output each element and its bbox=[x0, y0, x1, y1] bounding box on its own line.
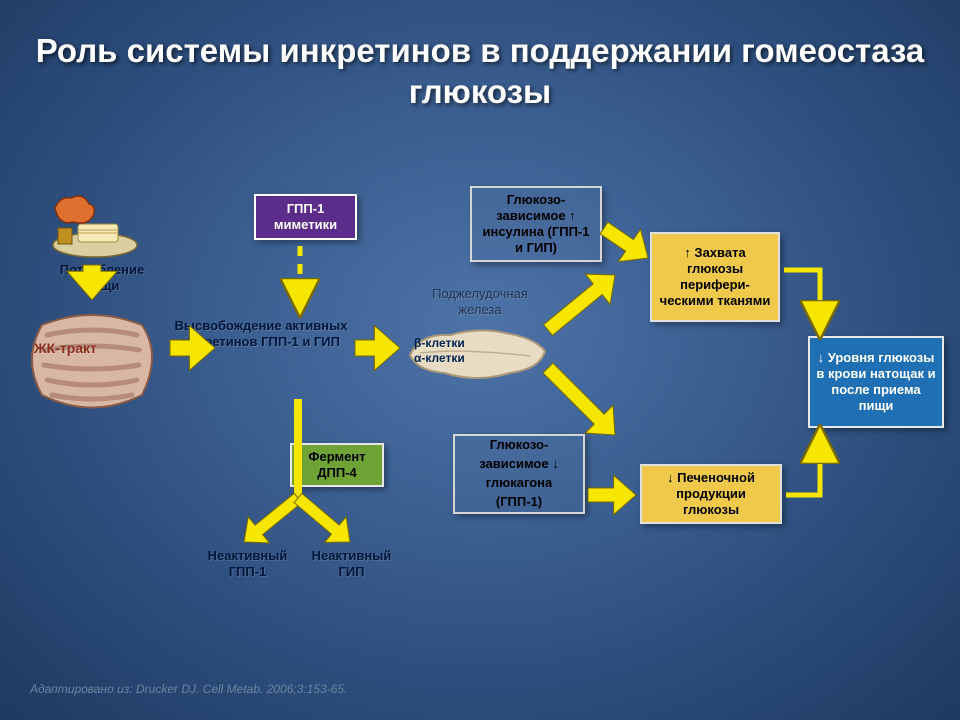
pancreas-label: Поджелудочная железа bbox=[420, 286, 540, 319]
citation: Адаптировано из: Drucker DJ. Cell Metab.… bbox=[30, 682, 347, 696]
food-image bbox=[40, 190, 140, 260]
inactive-glp1-label: Неактивный ГПП-1 bbox=[200, 548, 295, 581]
incretin-release-label: Высвобождение активных инкретинов ГПП-1 … bbox=[165, 318, 357, 351]
mimetics-box: ГПП-1 миметики bbox=[254, 194, 357, 240]
inactive-gip-label: Неактивный ГИП bbox=[304, 548, 399, 581]
hepatic-box: ↓ Печеночной продукции глюкозы bbox=[640, 464, 782, 524]
slide: Роль системы инкретинов в поддержании го… bbox=[0, 0, 960, 720]
gi-tract-label: ЖК-тракт bbox=[34, 340, 97, 358]
uptake-box: ↑ Захвата глюкозы перифери-ческими тканя… bbox=[650, 232, 780, 322]
food-intake-label: Потребление пищи bbox=[52, 262, 152, 295]
beta-cells-label: β-клетки bbox=[414, 336, 465, 351]
intestine-image bbox=[22, 305, 162, 425]
alpha-cells-label: α-клетки bbox=[414, 351, 465, 366]
glucagon-box: Глюкозо-зависимое ↓ глюкагона (ГПП-1) bbox=[453, 434, 585, 514]
page-title: Роль системы инкретинов в поддержании го… bbox=[0, 30, 960, 113]
insulin-box: Глюкозо-зависимое ↑ инсулина (ГПП-1 и ГИ… bbox=[470, 186, 602, 262]
outcome-box: ↓ Уровня глюкозы в крови натощак и после… bbox=[808, 336, 944, 428]
dpp4-box: Фермент ДПП-4 bbox=[290, 443, 384, 487]
